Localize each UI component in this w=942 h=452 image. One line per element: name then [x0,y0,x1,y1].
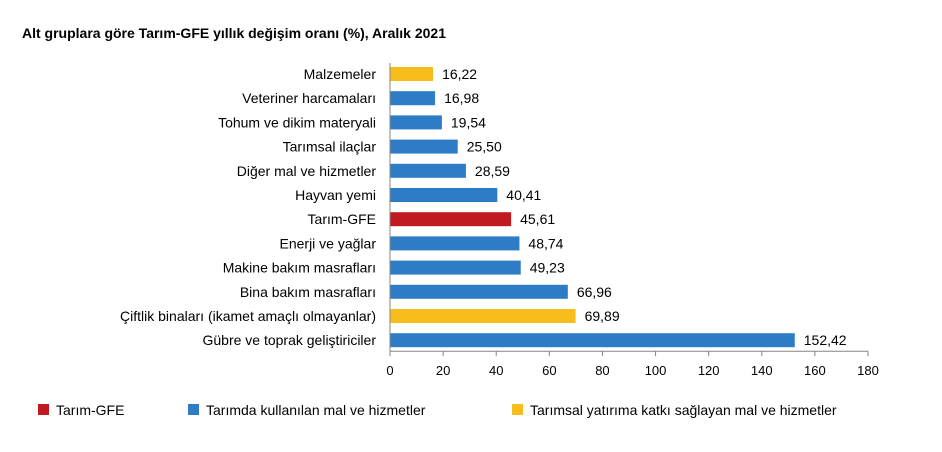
bar [390,260,521,275]
bar [390,212,512,227]
bar [390,236,520,251]
category-label: Bina bakım masrafları [240,284,376,300]
bar [390,309,576,323]
data-label: 28,59 [475,163,510,179]
bar [390,333,795,348]
x-tick-label: 80 [595,363,609,378]
bar-row: Hayvan yemi 40,41 [295,187,541,203]
legend-item: Tarımda kullanılan mal ve hizmetler [188,402,426,418]
x-tick-label: 20 [436,363,450,378]
data-label: 45,61 [520,211,555,227]
category-label: Hayvan yemi [295,187,376,203]
legend-label: Tarım-GFE [56,402,124,418]
bar-row: Tohum ve dikim materyali 19,54 [218,114,486,130]
category-label: Diğer mal ve hizmetler [237,163,377,179]
bar-row: Çiftlik binaları (ikamet amaçlı olmayanl… [120,308,620,324]
data-label: 25,50 [467,139,502,155]
data-label: 40,41 [506,187,541,203]
x-tick-label: 0 [386,363,393,378]
bar-row: Tarımsal ilaçlar 25,50 [283,139,502,155]
bar [390,163,466,178]
data-label: 48,74 [528,235,563,251]
x-tick-label: 60 [542,363,556,378]
x-tick-label: 100 [645,363,667,378]
category-label: Tarım-GFE [308,211,376,227]
bar [390,139,458,154]
data-label: 66,96 [577,284,612,300]
bar-row: Gübre ve toprak geliştiriciler 152,42 [202,332,846,348]
x-tick-label: 180 [857,363,879,378]
category-label: Enerji ve yağlar [280,235,377,251]
x-tick-label: 120 [698,363,720,378]
bar [390,91,436,106]
data-label: 19,54 [451,114,486,130]
legend-label: Tarımda kullanılan mal ve hizmetler [206,402,426,418]
legend-swatch [38,404,49,415]
chart-title: Alt gruplara göre Tarım-GFE yıllık değiş… [22,25,446,41]
bar-row: Bina bakım masrafları 66,96 [240,284,612,300]
bar-row: Veteriner harcamaları 16,98 [242,90,479,106]
data-label: 152,42 [804,332,847,348]
legend-item: Tarım-GFE [38,402,124,418]
bar-row: Tarım-GFE 45,61 [308,211,556,227]
category-label: Veteriner harcamaları [242,90,376,106]
data-label: 49,23 [530,260,565,276]
bar-row: Malzemeler 16,22 [304,66,478,82]
x-tick-label: 140 [751,363,773,378]
category-label: Gübre ve toprak geliştiriciler [202,332,376,348]
category-label: Makine bakım masrafları [223,260,376,276]
category-label: Tohum ve dikim materyali [218,114,376,130]
bar [390,67,434,81]
bar [390,188,498,202]
category-label: Malzemeler [304,66,377,82]
legend-swatch [512,404,523,415]
data-label: 16,98 [444,90,479,106]
data-label: 16,22 [442,66,477,82]
x-tick-label: 40 [489,363,503,378]
x-axis: 0 20 40 60 80 100 120 140 160 180 [386,63,879,378]
bar [390,284,568,299]
bar-row: Makine bakım masrafları 49,23 [223,260,565,276]
bar [390,115,442,130]
bars-layer: Malzemeler 16,22 Veteriner harcamaları 16,9… [120,66,847,348]
x-tick-label: 160 [804,363,826,378]
legend-label: Tarımsal yatırıma katkı sağlayan mal ve … [530,402,837,418]
legend-swatch [188,404,199,415]
data-label: 69,89 [585,308,620,324]
bar-row: Enerji ve yağlar 48,74 [280,235,564,251]
category-label: Tarımsal ilaçlar [283,139,377,155]
legend: Tarım-GFE Tarımda kullanılan mal ve hizme… [38,402,837,418]
category-label: Çiftlik binaları (ikamet amaçlı olmayanl… [120,308,376,324]
legend-item: Tarımsal yatırıma katkı sağlayan mal ve … [512,402,837,418]
bar-row: Diğer mal ve hizmetler 28,59 [237,163,510,179]
